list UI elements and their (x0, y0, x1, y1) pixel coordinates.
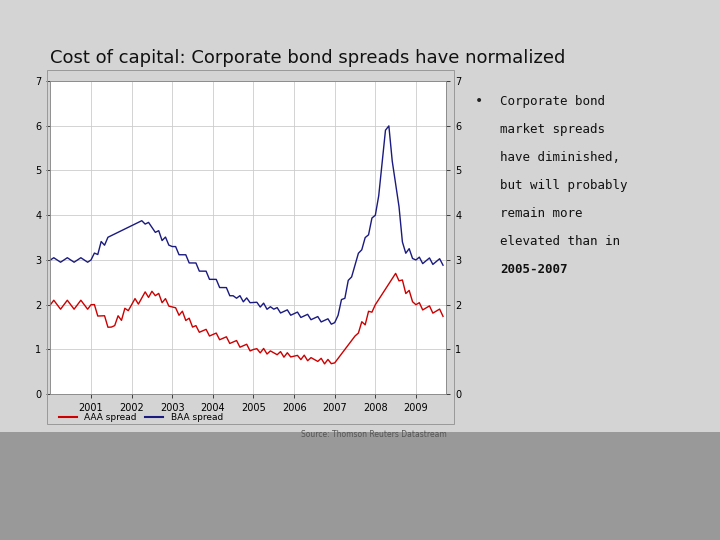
Text: elevated than in: elevated than in (500, 235, 621, 248)
Text: but will probably: but will probably (500, 179, 628, 192)
Legend: AAA spread, BAA spread: AAA spread, BAA spread (55, 409, 227, 426)
Text: Corporate bond: Corporate bond (500, 94, 606, 107)
Text: market spreads: market spreads (500, 123, 606, 136)
Text: have diminished,: have diminished, (500, 151, 621, 164)
Text: remain more: remain more (500, 207, 583, 220)
Text: 2005-2007: 2005-2007 (500, 263, 568, 276)
Text: Source: Thomson Reuters Datastream: Source: Thomson Reuters Datastream (301, 430, 446, 439)
Text: •: • (475, 94, 484, 109)
Text: Cost of capital: Corporate bond spreads have normalized: Cost of capital: Corporate bond spreads … (50, 49, 566, 66)
